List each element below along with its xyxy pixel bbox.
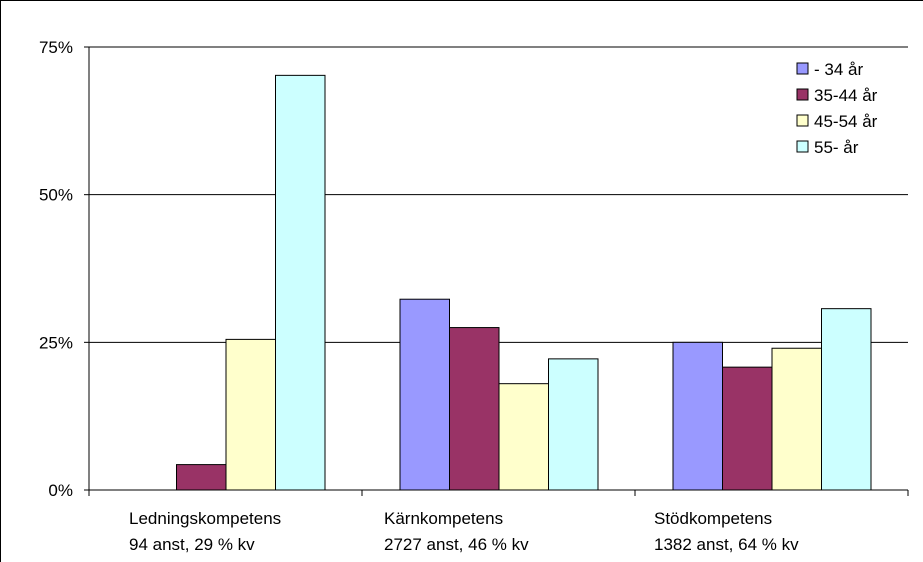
- legend-label: 55- år: [814, 138, 859, 157]
- category-label: 1382 anst, 64 % kv: [654, 535, 799, 554]
- bar: [722, 366, 773, 491]
- y-tick-label: 0%: [48, 481, 73, 500]
- bar: [275, 74, 326, 491]
- category-label: Ledningskompetens: [129, 509, 281, 528]
- category-label: 2727 anst, 46 % kv: [384, 535, 529, 554]
- bar: [399, 298, 450, 491]
- legend-swatch: [796, 140, 809, 153]
- category-label: 94 anst, 29 % kv: [129, 535, 255, 554]
- bar: [176, 464, 227, 491]
- legend-label: 45-54 år: [814, 112, 878, 131]
- category-label: Kärnkompetens: [384, 509, 503, 528]
- category-label: Stödkompetens: [654, 509, 772, 528]
- y-tick-label: 25%: [39, 333, 73, 352]
- bar: [821, 308, 872, 491]
- y-tick-label: 50%: [39, 186, 73, 205]
- bar: [771, 347, 822, 491]
- bar: [672, 341, 723, 491]
- bar: [449, 327, 500, 491]
- legend-swatch: [796, 88, 809, 101]
- legend-label: 35-44 år: [814, 86, 878, 105]
- legend-label: - 34 år: [814, 60, 863, 79]
- y-tick-label: 75%: [39, 38, 73, 57]
- bar: [498, 383, 549, 491]
- bar: [548, 358, 599, 491]
- legend-swatch: [796, 62, 809, 75]
- bar: [225, 338, 276, 491]
- legend-swatch: [796, 114, 809, 127]
